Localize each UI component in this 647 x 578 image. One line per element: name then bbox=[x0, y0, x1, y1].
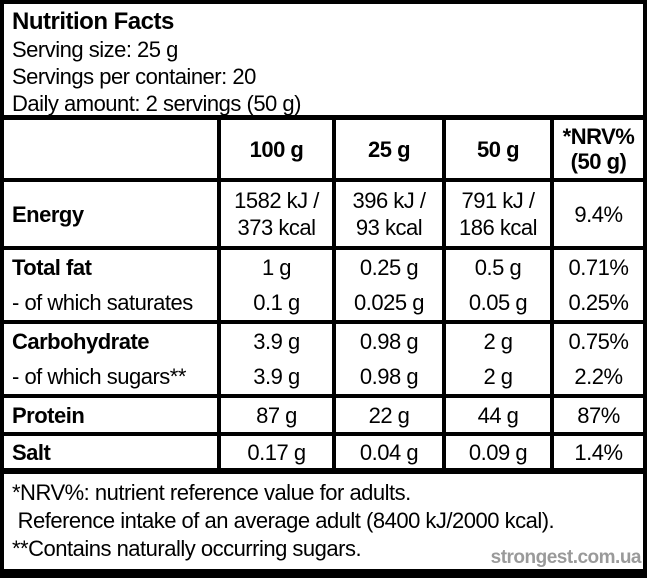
carbohydrate-per-50g: 2 g bbox=[442, 324, 550, 359]
salt-per-100g: 0.17 g bbox=[217, 436, 332, 468]
label-header: Nutrition Facts Serving size: 25 g Servi… bbox=[4, 4, 643, 120]
protein-per-100g: 87 g bbox=[217, 398, 332, 432]
saturates-per-100g: 0.1 g bbox=[217, 285, 332, 320]
sugars-per-50g: 2 g bbox=[442, 359, 550, 394]
carbohydrate-per-100g: 3.9 g bbox=[217, 324, 332, 359]
salt-nrv: 1.4% bbox=[550, 436, 643, 468]
table-row-total-fat: Total fat 1 g 0.25 g 0.5 g 0.71% bbox=[4, 250, 643, 285]
sugars-footnote: **Contains naturally occurring sugars. bbox=[12, 536, 362, 561]
protein-per-50g: 44 g bbox=[442, 398, 550, 432]
column-header-nrv: *NRV% (50 g) bbox=[550, 120, 643, 178]
saturates-name: - of which saturates bbox=[12, 290, 193, 315]
saturates-per-25g: 0.025 g bbox=[332, 285, 442, 320]
reference-intake-footnote: Reference intake of an average adult (84… bbox=[12, 508, 555, 533]
salt-per-25g: 0.04 g bbox=[332, 436, 442, 468]
table-row-sugars: - of which sugars** 3.9 g 0.98 g 2 g 2.2… bbox=[4, 359, 643, 398]
total-fat-name: Total fat bbox=[12, 255, 92, 280]
table-header-row: 100 g 25 g 50 g *NRV% (50 g) bbox=[4, 120, 643, 182]
column-header-100g: 100 g bbox=[217, 120, 332, 178]
energy-per-100g: 1582 kJ / 373 kcal bbox=[217, 182, 332, 246]
carbohydrate-per-25g: 0.98 g bbox=[332, 324, 442, 359]
column-header-empty bbox=[4, 120, 217, 178]
column-header-25g: 25 g bbox=[332, 120, 442, 178]
sugars-name: - of which sugars** bbox=[12, 364, 186, 389]
total-fat-per-50g: 0.5 g bbox=[442, 250, 550, 285]
total-fat-nrv: 0.71% bbox=[550, 250, 643, 285]
energy-name: Energy bbox=[12, 201, 84, 227]
saturates-nrv: 0.25% bbox=[550, 285, 643, 320]
nrv-footnote: *NRV%: nutrient reference value for adul… bbox=[12, 480, 411, 505]
energy-per-25g: 396 kJ / 93 kcal bbox=[332, 182, 442, 246]
protein-per-25g: 22 g bbox=[332, 398, 442, 432]
table-row-salt: Salt 0.17 g 0.04 g 0.09 g 1.4% bbox=[4, 436, 643, 474]
sugars-per-100g: 3.9 g bbox=[217, 359, 332, 394]
sugars-nrv: 2.2% bbox=[550, 359, 643, 394]
column-header-50g: 50 g bbox=[442, 120, 550, 178]
daily-amount-text: Daily amount: 2 servings (50 g) bbox=[12, 91, 301, 116]
label-title: Nutrition Facts bbox=[12, 8, 174, 35]
protein-name: Protein bbox=[12, 402, 85, 428]
servings-per-container-text: Servings per container: 20 bbox=[12, 64, 256, 89]
watermark-strongest: strongest.com.ua bbox=[490, 547, 642, 568]
table-row-carbohydrate: Carbohydrate 3.9 g 0.98 g 2 g 0.75% bbox=[4, 324, 643, 359]
salt-per-50g: 0.09 g bbox=[442, 436, 550, 468]
carbohydrate-nrv: 0.75% bbox=[550, 324, 643, 359]
salt-name: Salt bbox=[12, 439, 51, 465]
protein-nrv: 87% bbox=[550, 398, 643, 432]
saturates-per-50g: 0.05 g bbox=[442, 285, 550, 320]
table-row-energy: Energy 1582 kJ / 373 kcal 396 kJ / 93 kc… bbox=[4, 182, 643, 250]
energy-nrv: 9.4% bbox=[550, 182, 643, 246]
sugars-per-25g: 0.98 g bbox=[332, 359, 442, 394]
serving-size-text: Serving size: 25 g bbox=[12, 37, 178, 62]
table-row-protein: Protein 87 g 22 g 44 g 87% bbox=[4, 398, 643, 436]
total-fat-per-100g: 1 g bbox=[217, 250, 332, 285]
label-footnotes: *NRV%: nutrient reference value for adul… bbox=[4, 474, 643, 563]
total-fat-per-25g: 0.25 g bbox=[332, 250, 442, 285]
carbohydrate-name: Carbohydrate bbox=[12, 329, 150, 354]
table-row-saturates: - of which saturates 0.1 g 0.025 g 0.05 … bbox=[4, 285, 643, 324]
energy-per-50g: 791 kJ / 186 kcal bbox=[442, 182, 550, 246]
